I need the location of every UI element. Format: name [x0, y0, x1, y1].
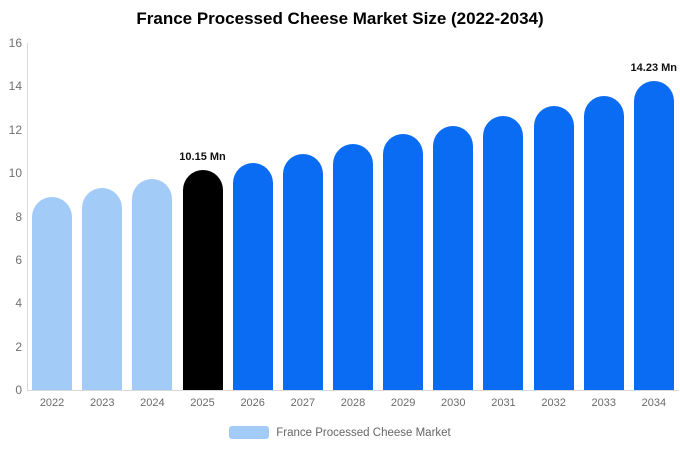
- y-tick-label: 4: [15, 296, 22, 311]
- x-tick-label-2031: 2031: [491, 397, 516, 409]
- chart-title: France Processed Cheese Market Size (202…: [136, 9, 544, 28]
- x-tick-label-2023: 2023: [89, 397, 115, 409]
- legend-swatch: [229, 426, 270, 439]
- x-tick-label-2025: 2025: [190, 397, 215, 409]
- bar-2030[interactable]: [433, 125, 474, 390]
- data-label-2025: 10.15 Mn: [179, 150, 226, 163]
- y-tick-label: 14: [8, 79, 22, 94]
- y-tick-label: 0: [15, 383, 22, 397]
- bar-2031[interactable]: [483, 116, 524, 390]
- x-tick-label-2026: 2026: [240, 397, 265, 409]
- bar-2025[interactable]: [182, 169, 223, 390]
- y-axis-line: [27, 43, 28, 390]
- x-tick-label-2033: 2033: [591, 397, 616, 409]
- legend-item[interactable]: France Processed Cheese Market: [0, 426, 680, 439]
- x-tick-label-2022: 2022: [39, 397, 65, 409]
- y-tick-label: 10: [8, 166, 22, 181]
- bar-2022[interactable]: [32, 196, 73, 390]
- y-tick-label: 16: [8, 36, 22, 50]
- bar-2034[interactable]: [633, 81, 674, 390]
- x-tick-label-2027: 2027: [290, 397, 316, 409]
- bar-2033[interactable]: [583, 95, 624, 390]
- x-tick-label-2030: 2030: [441, 397, 466, 409]
- x-tick-label-2034: 2034: [641, 397, 667, 409]
- x-axis-line: [27, 390, 679, 391]
- y-tick-label: 6: [15, 252, 22, 267]
- y-tick-label: 12: [8, 122, 22, 137]
- bar-2028[interactable]: [333, 144, 373, 390]
- y-tick-label: 8: [15, 209, 22, 224]
- x-tick-label-2024: 2024: [140, 397, 165, 409]
- bar-2029[interactable]: [383, 134, 424, 390]
- x-tick-label-2028: 2028: [340, 397, 366, 409]
- y-tick-label: 2: [15, 339, 22, 354]
- x-tick-label-2032: 2032: [541, 397, 566, 409]
- bar-2027[interactable]: [282, 154, 323, 390]
- x-tick-label-2029: 2029: [390, 397, 416, 409]
- bar-2024[interactable]: [132, 178, 173, 390]
- bar-2032[interactable]: [533, 105, 574, 390]
- bar-2026[interactable]: [232, 162, 273, 390]
- legend-label: France Processed Cheese Market: [276, 426, 451, 439]
- bar-2023[interactable]: [82, 187, 123, 390]
- data-label-2034: 14.23 Mn: [630, 62, 677, 75]
